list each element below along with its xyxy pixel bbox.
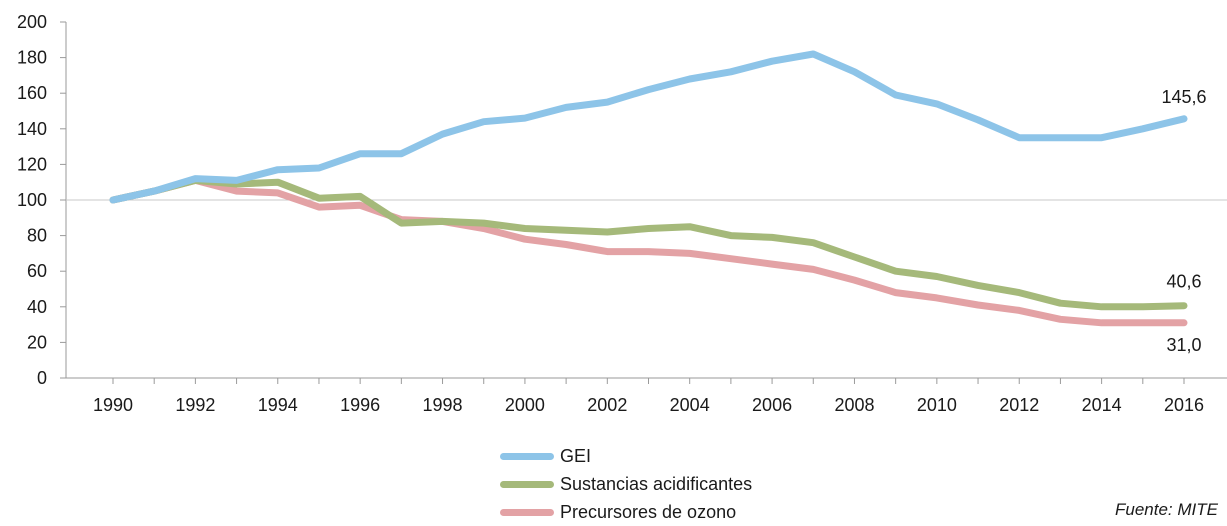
x-tick-label: 1992 — [175, 395, 215, 415]
y-tick-label: 20 — [27, 332, 47, 352]
y-tick-label: 200 — [17, 12, 47, 32]
legend-label-gei: GEI — [560, 445, 592, 466]
legend-item-acidificantes: Sustancias acidificantes — [500, 470, 752, 498]
series-line-0 — [109, 50, 1188, 204]
series-group — [109, 50, 1188, 327]
legend-item-ozono: Precursores de ozono — [500, 498, 752, 526]
legend-item-gei: GEI — [500, 442, 752, 470]
y-tick-label: 40 — [27, 297, 47, 317]
legend-swatch-ozono — [500, 508, 554, 516]
x-tick-label: 1998 — [423, 395, 463, 415]
y-tick-label: 0 — [37, 368, 47, 388]
y-tick-label: 100 — [17, 190, 47, 210]
legend: GEI Sustancias acidificantes Precursores… — [500, 442, 752, 526]
x-tick-label: 1990 — [93, 395, 133, 415]
x-tick-label: 2006 — [752, 395, 792, 415]
x-tick-label: 2014 — [1082, 395, 1122, 415]
x-tick-label: 2000 — [505, 395, 545, 415]
legend-swatch-acidificantes — [500, 480, 554, 488]
x-tick-label: 1994 — [258, 395, 298, 415]
y-tick-label: 60 — [27, 261, 47, 281]
end-value-label: 145,6 — [1161, 87, 1206, 107]
x-tick-label: 2010 — [917, 395, 957, 415]
legend-label-ozono: Precursores de ozono — [560, 501, 737, 522]
y-tick-label: 180 — [17, 48, 47, 68]
axes: 0 20 40 60 80 100 120 140 160 180 200 1990 1992 1994 1… — [17, 12, 1227, 415]
series-line-2 — [109, 176, 1188, 327]
series-line-1 — [109, 176, 1188, 311]
legend-label-acidificantes: Sustancias acidificantes — [560, 473, 753, 494]
x-tick-label: 2008 — [834, 395, 874, 415]
end-value-label: 31,0 — [1166, 335, 1201, 355]
end-value-label: 40,6 — [1166, 272, 1201, 292]
x-tick-label: 2002 — [587, 395, 627, 415]
x-tick-label: 2004 — [670, 395, 710, 415]
x-tick-label: 1996 — [340, 395, 380, 415]
data-labels: 145,6 40,6 31,0 — [1161, 87, 1206, 355]
y-tick-label: 160 — [17, 83, 47, 103]
legend-swatch-gei — [500, 452, 554, 460]
y-tick-label: 120 — [17, 154, 47, 174]
y-tick-label: 80 — [27, 226, 47, 246]
x-tick-label: 2016 — [1164, 395, 1204, 415]
source-note: Fuente: MITE — [1115, 500, 1218, 519]
x-tick-label: 2012 — [999, 395, 1039, 415]
y-tick-label: 140 — [17, 119, 47, 139]
